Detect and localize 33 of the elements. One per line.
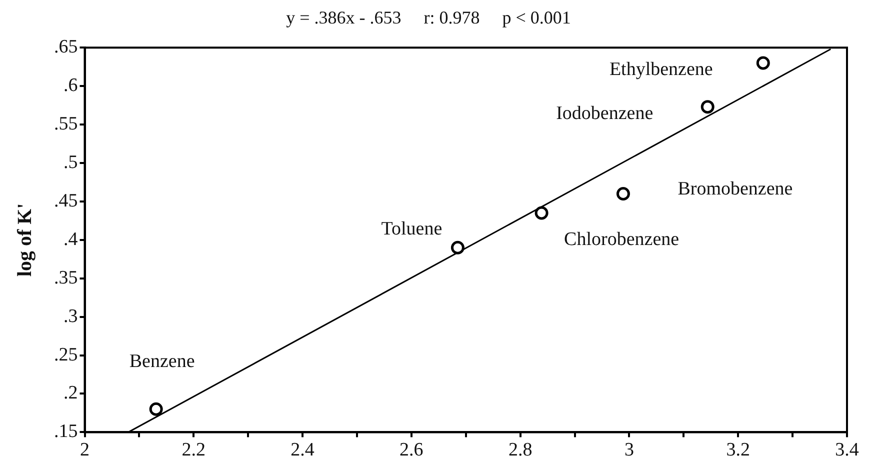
x-tick-label: 2.6 — [400, 440, 424, 461]
chart-title: y = .386x - .653 r: 0.978 p < 0.001 — [286, 8, 571, 28]
point — [534, 206, 548, 220]
y-tick-label: .55 — [54, 114, 78, 135]
point — [616, 187, 630, 200]
annotation: Benzene — [129, 351, 195, 372]
annotation: Toluene — [381, 218, 442, 240]
y-tick-label: .3 — [64, 306, 78, 327]
point — [450, 240, 464, 254]
annotation: Chlorobenzene — [564, 228, 680, 250]
y-tick-label: .2 — [64, 382, 78, 404]
point — [700, 100, 714, 114]
y-tick-label: .25 — [54, 344, 78, 366]
x-tick-label: 2.8 — [508, 440, 532, 461]
x-tick-label: 3.4 — [835, 440, 860, 461]
y-tick-label: .5 — [64, 152, 78, 173]
annotation: Ethylbenzene — [609, 58, 713, 80]
point — [149, 402, 163, 416]
point — [756, 56, 770, 70]
y-tick-label: .45 — [54, 190, 78, 212]
y-tick-label: .4 — [64, 228, 78, 250]
x-tick-label: 2.2 — [182, 440, 206, 461]
y-tick-label: .35 — [54, 267, 78, 288]
x-tick-label: 2.4 — [290, 440, 315, 461]
x-tick-label: 3.2 — [726, 440, 750, 461]
annotation: Bromobenzene — [678, 178, 793, 200]
y-tick-label: .15 — [54, 421, 78, 442]
y-tick-label: .65 — [54, 36, 78, 58]
y-axis-title: log of K' — [14, 203, 36, 277]
x-tick-label: 3 — [624, 440, 634, 461]
y-tick-label: .6 — [64, 75, 78, 96]
x-tick-label: 2 — [80, 440, 90, 461]
annotation: Iodobenzene — [556, 102, 654, 124]
